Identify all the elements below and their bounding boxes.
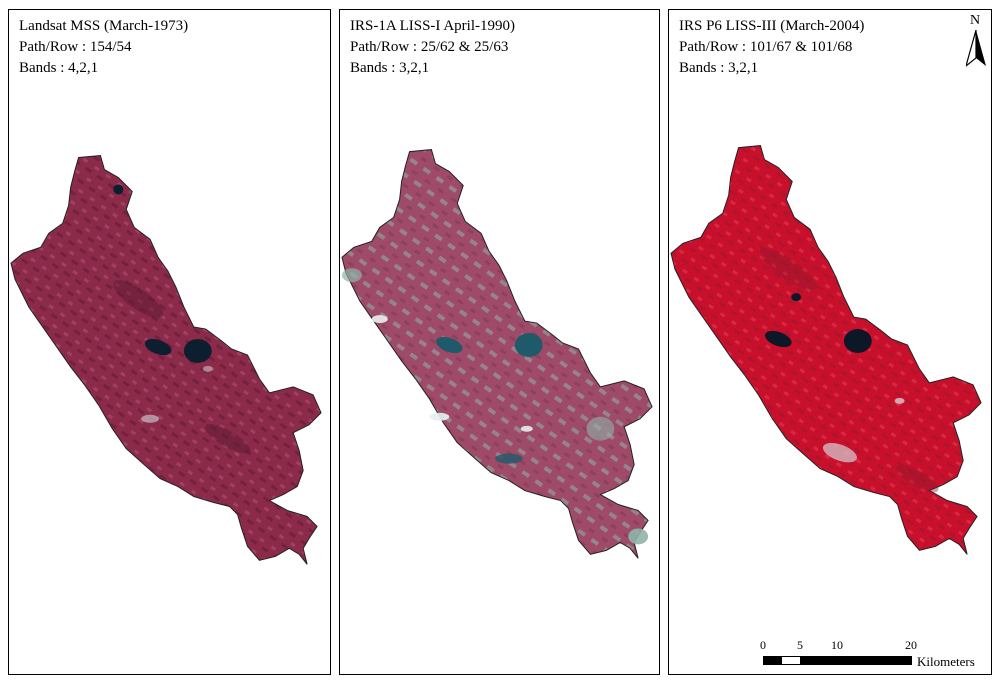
cyan-patch [586, 416, 615, 441]
study-area-shape [10, 155, 322, 565]
map-image-2004 [670, 145, 982, 555]
bright-patch [371, 315, 388, 324]
map-image-1990 [341, 149, 653, 559]
study-area-shape [341, 149, 653, 559]
bright-patch [894, 397, 905, 404]
north-arrow-icon [966, 30, 986, 67]
water-body [495, 453, 523, 464]
study-area-shape [670, 145, 982, 555]
path-row-label: Path/Row : 154/54 [19, 39, 132, 55]
scale-segment [781, 656, 801, 665]
scale-bar: 0 5 10 20 Kilometers [751, 638, 991, 672]
bands-label: Bands : 3,2,1 [350, 60, 430, 76]
water-body [113, 184, 124, 195]
north-label: N [970, 13, 981, 28]
sensor-title: IRS-1A LISS-I April-1990) [350, 18, 515, 34]
water-body [436, 336, 463, 354]
bright-patch [520, 425, 533, 432]
scale-tick-10: 10 [831, 638, 843, 652]
bright-patch [429, 412, 450, 421]
dark-patch [204, 424, 251, 454]
scale-segment [800, 656, 838, 665]
bright-patch [202, 365, 213, 372]
dark-patch [759, 248, 817, 291]
sensor-title: IRS P6 LISS-III (March-2004) [679, 18, 865, 34]
map-panel-1973: Landsat MSS (March-1973) Path/Row : 154/… [8, 9, 331, 675]
water-body [514, 333, 543, 357]
map-caption: IRS P6 LISS-III (March-2004) Path/Row : … [679, 16, 864, 79]
sensor-title: Landsat MSS (March-1973) [19, 18, 189, 34]
dark-patch [113, 280, 164, 319]
bands-label: Bands : 3,2,1 [679, 60, 759, 76]
scale-units: Kilometers [917, 654, 975, 669]
water-body [843, 329, 872, 353]
path-row-label: Path/Row : 25/62 & 25/63 [350, 39, 509, 55]
scale-segment [837, 656, 912, 665]
water-body [144, 338, 172, 356]
scale-tick-0: 0 [760, 638, 766, 652]
water-body [765, 330, 792, 348]
bright-patch [822, 442, 857, 463]
path-row-label: Path/Row : 101/67 & 101/68 [679, 39, 853, 55]
water-body [791, 293, 802, 302]
cyan-patch [341, 268, 362, 283]
map-panel-1990: IRS-1A LISS-I April-1990) Path/Row : 25/… [339, 9, 660, 675]
bright-patch [141, 414, 160, 423]
map-caption: Landsat MSS (March-1973) Path/Row : 154/… [19, 16, 188, 79]
scale-tick-20: 20 [905, 638, 917, 652]
map-caption: IRS-1A LISS-I April-1990) Path/Row : 25/… [350, 16, 515, 79]
map-panel-2004: IRS P6 LISS-III (March-2004) Path/Row : … [668, 9, 992, 675]
scale-tick-5: 5 [797, 638, 803, 652]
scale-segment [763, 656, 782, 665]
bands-label: Bands : 4,2,1 [19, 60, 99, 76]
north-arrow: N [966, 14, 986, 70]
dark-patch [896, 464, 939, 493]
map-image-1973 [10, 155, 322, 565]
water-body [183, 339, 212, 363]
cyan-patch [628, 528, 649, 545]
